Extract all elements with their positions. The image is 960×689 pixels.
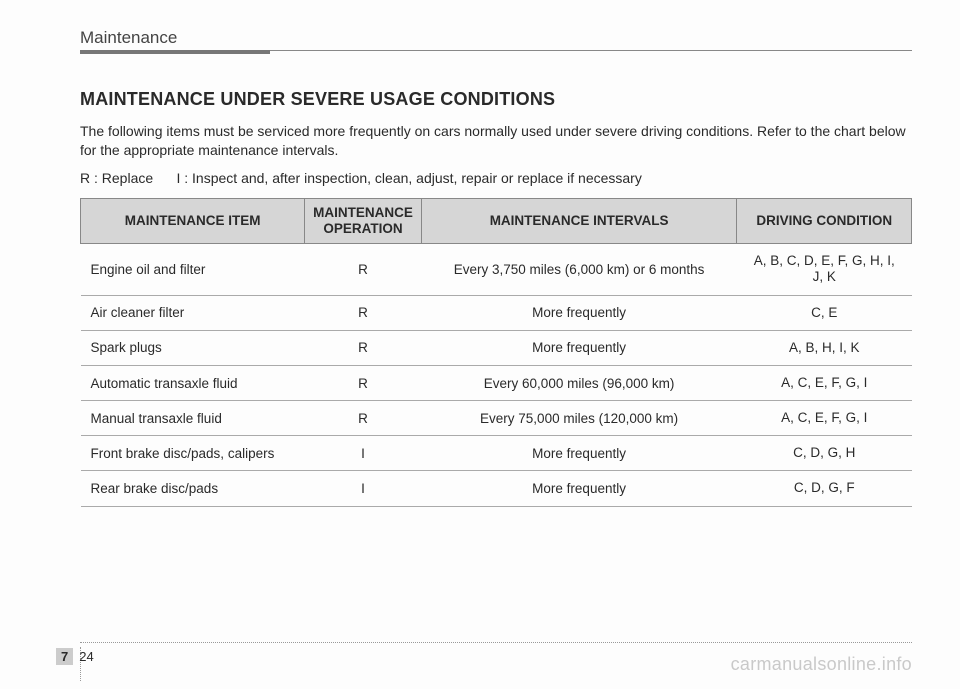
cell-int: Every 75,000 miles (120,000 km)	[421, 401, 737, 436]
cell-item: Manual transaxle fluid	[81, 401, 305, 436]
cell-int: More frequently	[421, 330, 737, 365]
cell-cond: C, D, G, F	[737, 471, 912, 506]
footer-rule	[80, 642, 912, 647]
cell-cond: A, B, C, D, E, F, G, H, I, J, K	[737, 244, 912, 295]
cell-op: R	[305, 330, 421, 365]
cell-item: Engine oil and filter	[81, 244, 305, 295]
page-number: 7 24	[56, 648, 94, 665]
cell-int: More frequently	[421, 295, 737, 330]
cell-item: Air cleaner filter	[81, 295, 305, 330]
cell-op: R	[305, 401, 421, 436]
watermark: carmanualsonline.info	[731, 654, 912, 675]
table-header-row: MAINTENANCE ITEM MAINTENANCE OPERATION M…	[81, 198, 912, 243]
legend-text: R : Replace I : Inspect and, after inspe…	[80, 170, 912, 186]
cell-int: More frequently	[421, 436, 737, 471]
table-row: Spark plugs R More frequently A, B, H, I…	[81, 330, 912, 365]
header-underline	[80, 50, 270, 54]
cell-int: Every 3,750 miles (6,000 km) or 6 months	[421, 244, 737, 295]
header: Maintenance	[80, 28, 912, 51]
table-row: Rear brake disc/pads I More frequently C…	[81, 471, 912, 506]
page-title: MAINTENANCE UNDER SEVERE USAGE CONDITION…	[80, 89, 912, 110]
cell-cond: A, B, H, I, K	[737, 330, 912, 365]
cell-item: Rear brake disc/pads	[81, 471, 305, 506]
table-row: Automatic transaxle fluid R Every 60,000…	[81, 365, 912, 400]
cell-cond: A, C, E, F, G, I	[737, 401, 912, 436]
chapter-number: 7	[56, 648, 73, 665]
maintenance-table: MAINTENANCE ITEM MAINTENANCE OPERATION M…	[80, 198, 912, 507]
intro-text: The following items must be serviced mor…	[80, 122, 912, 160]
table-row: Air cleaner filter R More frequently C, …	[81, 295, 912, 330]
table-row: Engine oil and filter R Every 3,750 mile…	[81, 244, 912, 295]
cell-cond: C, E	[737, 295, 912, 330]
table-row: Manual transaxle fluid R Every 75,000 mi…	[81, 401, 912, 436]
page: Maintenance MAINTENANCE UNDER SEVERE USA…	[0, 0, 960, 689]
th-intervals: MAINTENANCE INTERVALS	[421, 198, 737, 243]
th-condition: DRIVING CONDITION	[737, 198, 912, 243]
cell-int: More frequently	[421, 471, 737, 506]
cell-item: Front brake disc/pads, calipers	[81, 436, 305, 471]
cell-item: Spark plugs	[81, 330, 305, 365]
cell-op: R	[305, 365, 421, 400]
cell-cond: C, D, G, H	[737, 436, 912, 471]
page-number-value: 24	[79, 649, 93, 664]
th-item: MAINTENANCE ITEM	[81, 198, 305, 243]
cell-item: Automatic transaxle fluid	[81, 365, 305, 400]
section-name: Maintenance	[80, 28, 912, 48]
table-row: Front brake disc/pads, calipers I More f…	[81, 436, 912, 471]
cell-op: R	[305, 295, 421, 330]
cell-op: I	[305, 471, 421, 506]
cell-op: I	[305, 436, 421, 471]
cell-int: Every 60,000 miles (96,000 km)	[421, 365, 737, 400]
cell-cond: A, C, E, F, G, I	[737, 365, 912, 400]
th-operation: MAINTENANCE OPERATION	[305, 198, 421, 243]
cell-op: R	[305, 244, 421, 295]
